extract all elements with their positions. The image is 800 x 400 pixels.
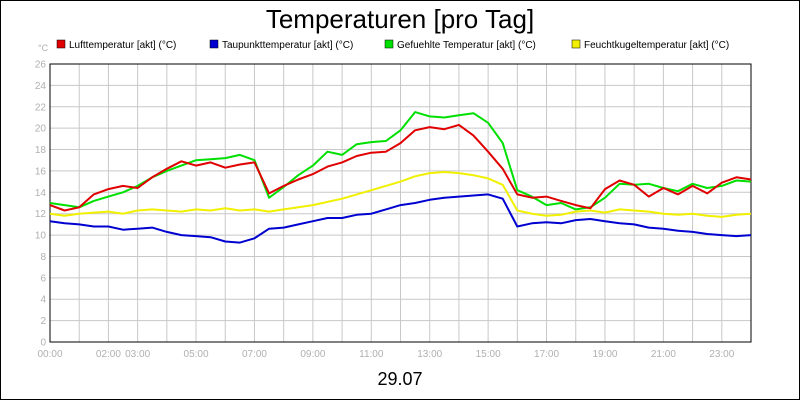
y-tick-label: 4 <box>40 295 46 306</box>
y-tick-label: 14 <box>35 188 47 199</box>
x-tick-label: 15:00 <box>476 349 501 360</box>
series-line-1 <box>49 123 752 212</box>
y-tick-label: 24 <box>35 81 47 92</box>
y-tick-label: 0 <box>40 338 46 349</box>
legend-label: Taupunkttemperatur [akt] (°C) <box>222 40 353 51</box>
legend-swatch <box>384 39 394 49</box>
y-tick-label: 6 <box>40 273 46 284</box>
y-tick-label: 22 <box>35 102 47 113</box>
x-tick-label: 05:00 <box>184 349 209 360</box>
x-tick-label: 23:00 <box>709 349 734 360</box>
x-tick-label: 17:00 <box>534 349 559 360</box>
y-tick-label: 20 <box>35 124 47 135</box>
x-tick-label: 19:00 <box>592 349 617 360</box>
y-tick-label: 18 <box>35 145 47 156</box>
y-tick-label: 26 <box>35 60 47 71</box>
series-line-4 <box>49 171 752 218</box>
legend-swatch <box>571 39 581 49</box>
legend-label: Lufttemperatur [akt] (°C) <box>69 40 176 51</box>
grid <box>49 63 752 343</box>
x-tick-label: 07:00 <box>242 349 267 360</box>
x-tick-label: 00:00 <box>37 349 62 360</box>
legend-label: Gefuehlte Temperatur [akt] (°C) <box>397 40 536 51</box>
series-line-2 <box>49 193 752 244</box>
x-tick-label: 03:00 <box>125 349 150 360</box>
series-lines <box>49 111 752 244</box>
y-tick-label: 8 <box>40 252 46 263</box>
date-label: 29.07 <box>377 369 422 389</box>
y-tick-label: 16 <box>35 166 47 177</box>
legend-swatch <box>209 39 219 49</box>
x-tick-label: 13:00 <box>417 349 442 360</box>
x-tick-label: 09:00 <box>300 349 325 360</box>
legend-label: Feuchtkugeltemperatur [akt] (°C) <box>584 40 729 51</box>
y-tick-label: 12 <box>35 209 47 220</box>
x-tick-label: 11:00 <box>359 349 384 360</box>
x-axis-ticks: 00:00 02:00 03:00 05:00 07:00 09:00 11:00 13:00… <box>37 349 734 360</box>
legend: Lufttemperatur [akt] (°C) Taupunkttempera… <box>56 39 729 51</box>
y-axis-unit: °C <box>38 43 49 53</box>
chart-title: Temperaturen [pro Tag] <box>266 4 534 34</box>
legend-swatch <box>56 39 66 49</box>
x-tick-label: 21:00 <box>651 349 676 360</box>
y-tick-label: 2 <box>40 316 46 327</box>
y-tick-label: 10 <box>35 231 47 242</box>
x-tick-label: 02:00 <box>96 349 121 360</box>
